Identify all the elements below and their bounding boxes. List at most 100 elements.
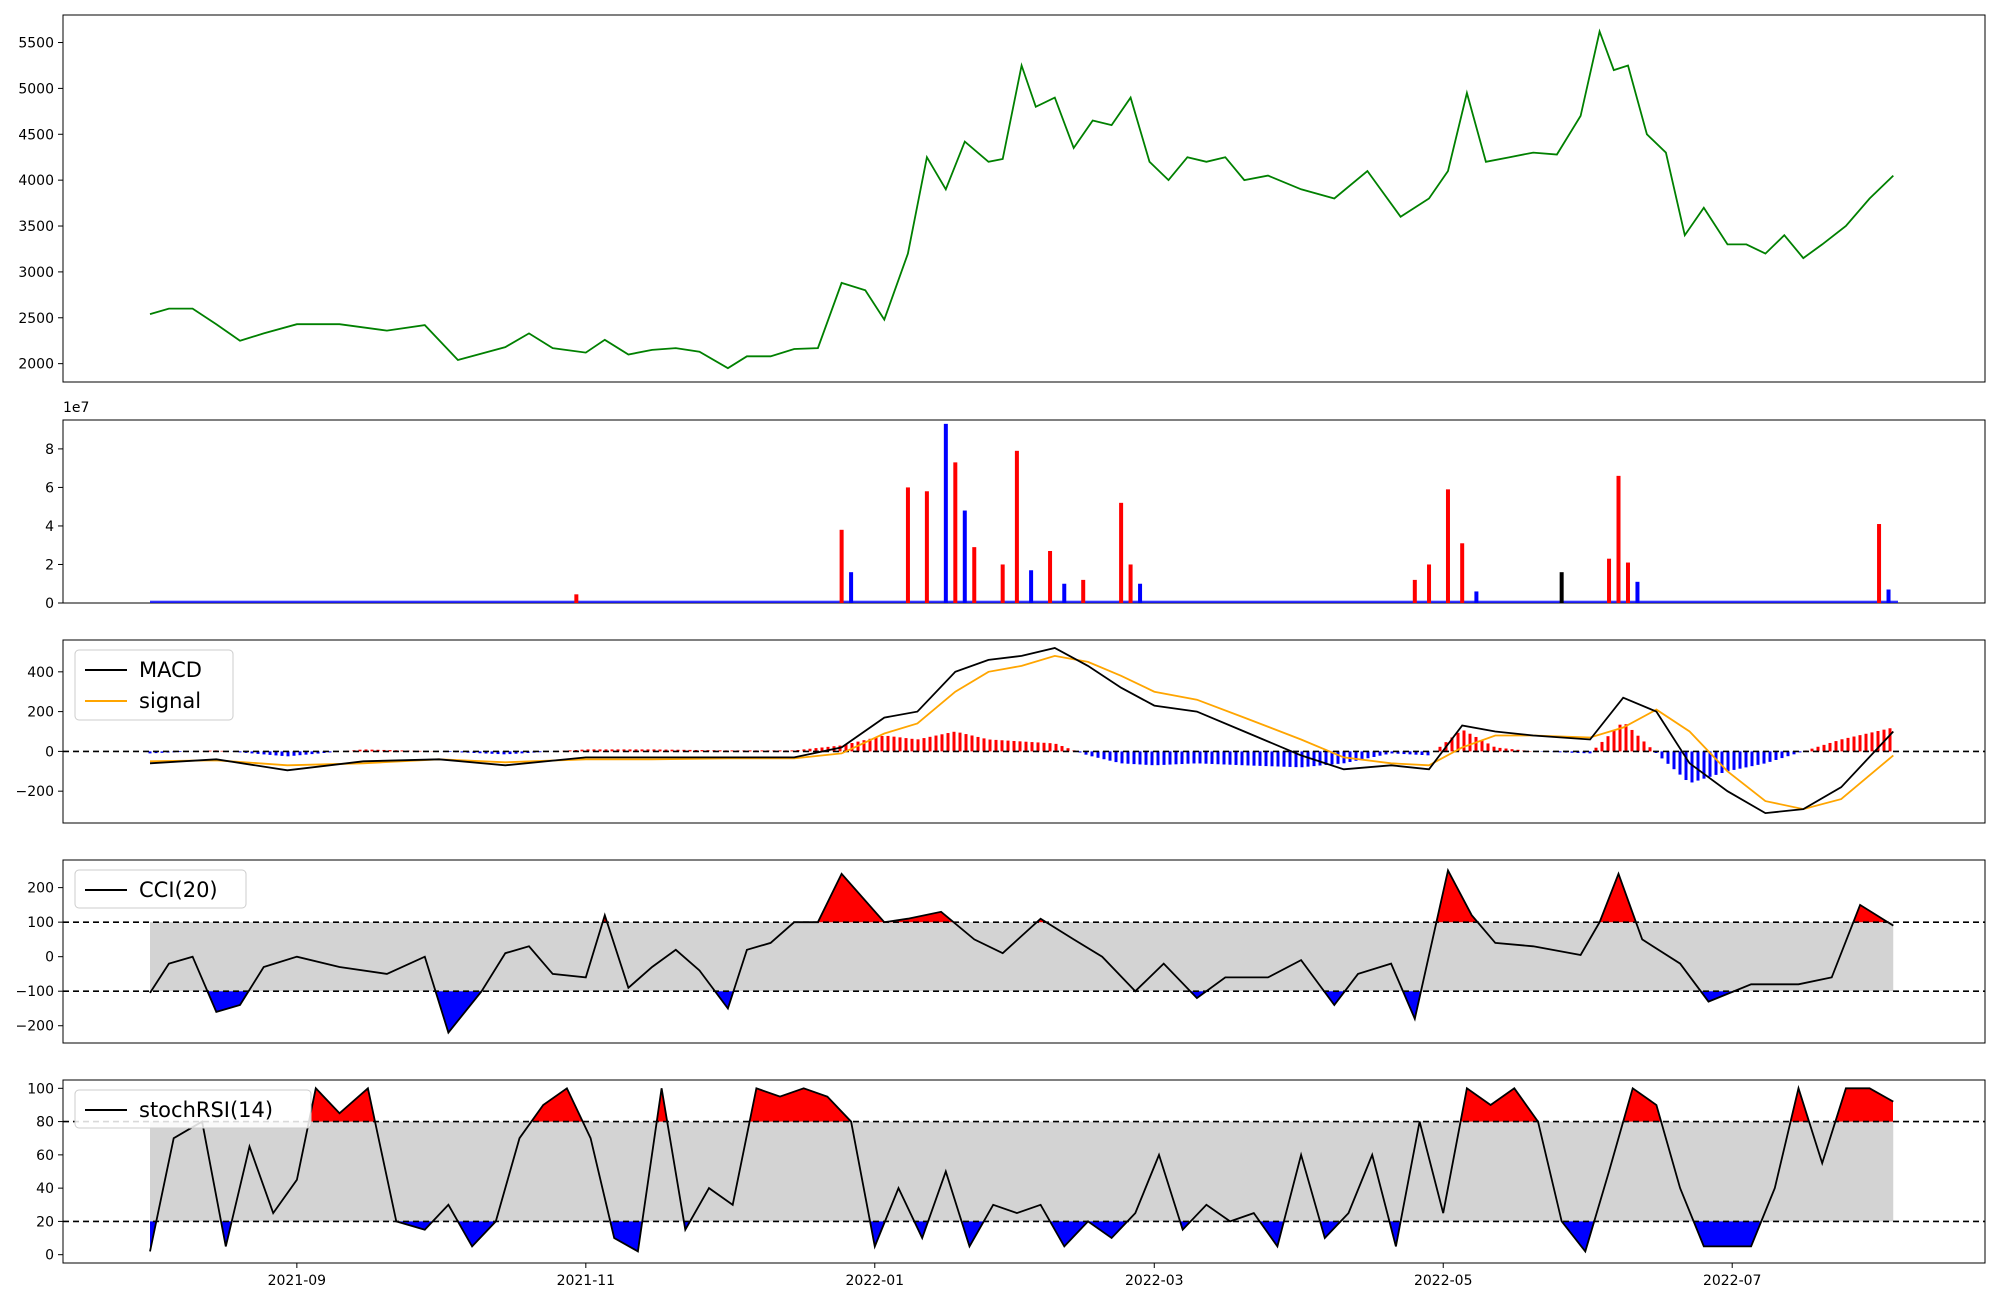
macd-histogram-bar — [1354, 751, 1358, 761]
macd-histogram-bar — [208, 750, 212, 752]
macd-histogram-bar — [700, 750, 704, 752]
axes-frame — [62, 859, 1986, 1044]
macd-histogram-bar — [778, 750, 782, 752]
macd-histogram-bar — [628, 749, 632, 752]
neutral-band — [150, 1121, 1894, 1222]
macd-histogram-bar — [502, 751, 506, 755]
macd-histogram-bar — [1384, 751, 1388, 755]
oversold-fill — [1325, 991, 1344, 1005]
volume-bar — [1138, 583, 1143, 603]
oversold-fill — [611, 1221, 642, 1251]
macd-histogram-bar — [1612, 730, 1616, 752]
macd-histogram-bar — [1672, 751, 1676, 770]
y-tick-label: 2 — [45, 557, 54, 573]
macd-histogram-bar — [1438, 746, 1442, 752]
macd-histogram-bar — [1372, 751, 1376, 757]
macd-histogram-bar — [1594, 747, 1598, 752]
macd-histogram-bar — [1570, 751, 1574, 753]
volume-bar — [1607, 558, 1612, 603]
macd-histogram-bar — [1600, 741, 1604, 752]
macd-histogram-bar — [1618, 724, 1622, 752]
macd-histogram-bar — [1756, 751, 1760, 765]
volume-bar — [924, 491, 929, 603]
y-tick-label: 4 — [45, 519, 54, 535]
macd-histogram-bar — [1630, 729, 1634, 752]
macd-histogram-bar — [1108, 751, 1112, 761]
macd-histogram-bar — [1078, 751, 1082, 753]
macd-histogram-bar — [1426, 751, 1430, 756]
macd-histogram-bar — [400, 750, 404, 752]
volume-bar — [972, 547, 977, 603]
macd-histogram-bar — [658, 749, 662, 752]
macd-histogram-bar — [1114, 751, 1118, 763]
macd-histogram-bar — [676, 749, 680, 752]
volume-bar — [1062, 583, 1067, 603]
oversold-fill — [436, 991, 481, 1032]
y-tick-label: 0 — [45, 950, 54, 966]
macd-histogram-bar — [1780, 751, 1784, 759]
macd-histogram-bar — [958, 732, 962, 752]
macd-histogram-bar — [970, 735, 974, 752]
macd-histogram-bar — [220, 750, 224, 752]
legend-label: signal — [139, 689, 201, 713]
macd-histogram-bar — [1378, 751, 1382, 756]
volume-bar — [1014, 450, 1019, 603]
macd-histogram-bar — [1198, 751, 1202, 764]
macd-histogram-bar — [1210, 751, 1214, 764]
macd-histogram-bar — [946, 733, 950, 752]
macd-histogram-bar — [1732, 751, 1736, 770]
macd-histogram-bar — [568, 750, 572, 752]
volume-bar — [953, 462, 958, 603]
macd-histogram-bar — [328, 751, 332, 753]
macd-histogram-bar — [1636, 735, 1640, 752]
macd-histogram-bar — [748, 750, 752, 752]
macd-histogram-bar — [1834, 741, 1838, 752]
volume-bar — [1081, 579, 1086, 603]
y-tick-label: 3000 — [18, 265, 54, 281]
macd-histogram-bar — [880, 736, 884, 752]
macd-histogram-bar — [358, 749, 362, 752]
x-tick-label: 2022-03 — [1125, 1273, 1184, 1289]
macd-histogram-bar — [1486, 743, 1490, 752]
macd-histogram-bar — [1846, 737, 1850, 752]
macd-histogram-bar — [1084, 751, 1088, 755]
macd-histogram-bar — [496, 751, 500, 755]
macd-histogram-bar — [484, 751, 488, 754]
macd-panel: −200 0 200 400 MACD signal — [16, 639, 1986, 824]
macd-histogram-bar — [1702, 751, 1706, 779]
macd-histogram-bar — [1888, 728, 1892, 752]
macd-histogram-bar — [886, 735, 890, 752]
macd-histogram-bar — [1498, 747, 1502, 752]
x-tick-label: 2021-11 — [557, 1273, 616, 1289]
legend-label: MACD — [139, 658, 202, 682]
macd-histogram-bar — [1060, 746, 1064, 752]
macd-histogram-bar — [1714, 751, 1718, 775]
macd-histogram-bar — [1234, 751, 1238, 765]
y-tick-label: 0 — [45, 744, 54, 760]
macd-histogram-bar — [460, 751, 464, 753]
macd-histogram-bar — [598, 749, 602, 752]
macd-histogram-bar — [178, 751, 182, 753]
macd-histogram-bar — [988, 739, 992, 752]
y-tick-label: 5000 — [18, 81, 54, 97]
price-line — [149, 28, 1894, 370]
macd-histogram-bar — [940, 734, 944, 752]
y-tick-label: 2000 — [18, 357, 54, 373]
macd-histogram-bar — [1786, 751, 1790, 757]
macd-histogram-bar — [298, 751, 302, 756]
macd-histogram-bar — [292, 751, 296, 756]
macd-histogram-bar — [280, 751, 284, 756]
volume-bar — [1029, 570, 1034, 603]
macd-histogram-bar — [688, 749, 692, 752]
macd-histogram-bar — [1816, 746, 1820, 752]
macd-histogram-bar — [952, 731, 956, 752]
macd-histogram-bar — [1408, 751, 1412, 755]
macd-histogram-bar — [1276, 751, 1280, 767]
macd-histogram-bar — [1270, 751, 1274, 767]
macd-histogram-bar — [718, 750, 722, 752]
macd-histogram-bar — [1666, 751, 1670, 764]
oversold-fill — [1260, 1221, 1283, 1246]
neutral-band — [150, 922, 1894, 992]
macd-histogram-bar — [898, 737, 902, 752]
macd-histogram-bar — [1066, 748, 1070, 752]
